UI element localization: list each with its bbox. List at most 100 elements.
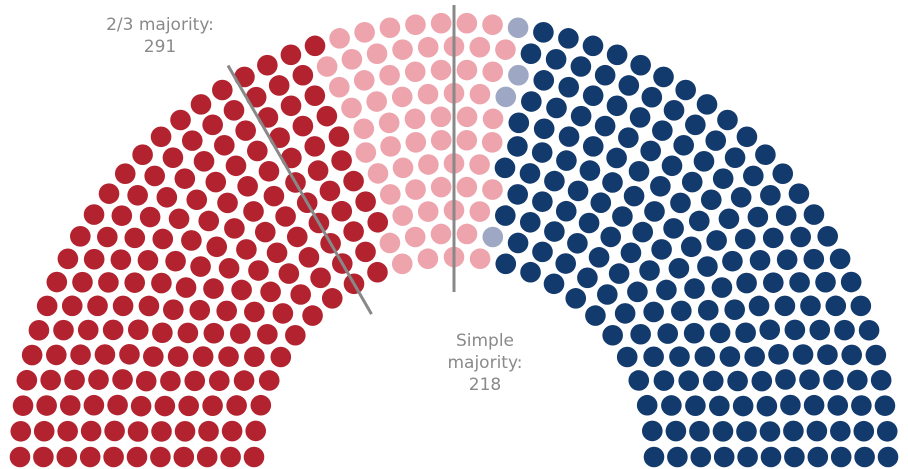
seat [151, 421, 172, 442]
seat [469, 36, 491, 58]
seat [168, 208, 190, 230]
seat [737, 446, 758, 468]
seat [847, 369, 868, 391]
seat [143, 346, 164, 367]
seat [495, 205, 516, 226]
seat [469, 201, 491, 222]
seat [876, 420, 898, 442]
seat [36, 395, 57, 416]
seat [772, 163, 794, 184]
seat [418, 154, 439, 175]
seat [127, 184, 148, 206]
seat [430, 223, 452, 245]
seat [280, 95, 302, 117]
seat [53, 319, 74, 341]
seat [756, 395, 778, 417]
seat [751, 370, 773, 392]
seat [355, 241, 376, 263]
seat [697, 256, 718, 277]
seat [152, 322, 173, 344]
seat [151, 272, 172, 294]
seat [800, 295, 821, 317]
seat [202, 114, 223, 136]
seat [77, 319, 99, 341]
seat [531, 142, 553, 163]
seat [316, 56, 338, 77]
seat [307, 160, 329, 181]
seat [98, 272, 119, 293]
seat [430, 106, 452, 128]
seat [628, 160, 650, 182]
seat [234, 66, 255, 88]
seat [632, 221, 654, 243]
seat [430, 59, 452, 81]
seat [272, 303, 294, 324]
seat [57, 248, 79, 270]
seat [97, 226, 118, 248]
annotation-value: 291 [143, 37, 177, 57]
seat [144, 165, 165, 187]
seat [355, 191, 376, 212]
seat [245, 86, 267, 108]
seat [724, 299, 745, 320]
seat [533, 70, 555, 91]
seat [278, 263, 300, 284]
seat [404, 61, 426, 83]
seat [877, 446, 899, 468]
seat [806, 420, 828, 442]
seat [661, 395, 682, 416]
seat [556, 150, 577, 171]
seat [456, 176, 478, 198]
seat [114, 163, 136, 184]
seat [675, 79, 696, 101]
seat [685, 395, 706, 416]
seat [216, 300, 237, 322]
seat [258, 370, 280, 391]
seat [102, 319, 124, 341]
seat [275, 206, 296, 227]
seat [328, 126, 350, 147]
seat [545, 48, 567, 70]
seat [380, 136, 401, 157]
seat [762, 272, 784, 293]
seat [608, 263, 630, 284]
seat [367, 163, 389, 184]
seat [392, 157, 414, 179]
seat [627, 281, 648, 303]
seat [175, 277, 197, 298]
seat [495, 253, 517, 275]
seat [582, 35, 604, 57]
seat [508, 112, 530, 134]
seat [184, 370, 206, 392]
seat [717, 109, 738, 131]
seat [198, 420, 219, 442]
seat [713, 446, 735, 468]
seat [469, 83, 491, 105]
seat [482, 179, 503, 200]
seat [693, 151, 715, 172]
seat [735, 322, 756, 344]
seat [759, 421, 781, 442]
seat [430, 129, 452, 151]
seat [678, 370, 700, 392]
seat [12, 395, 34, 416]
seat [668, 257, 690, 279]
seat [33, 420, 55, 442]
seat [567, 180, 589, 202]
seat [229, 323, 251, 344]
seat [481, 132, 503, 153]
seat [367, 211, 389, 233]
seat [80, 420, 102, 442]
seat [641, 420, 663, 442]
seat [319, 180, 341, 202]
seat [670, 192, 691, 214]
seat [705, 130, 727, 151]
seat [202, 395, 223, 416]
seat [417, 201, 439, 222]
seat [170, 109, 191, 131]
seat [430, 176, 452, 198]
seat [254, 221, 276, 243]
seat [597, 284, 618, 305]
seat [585, 305, 606, 326]
seat [192, 346, 214, 367]
